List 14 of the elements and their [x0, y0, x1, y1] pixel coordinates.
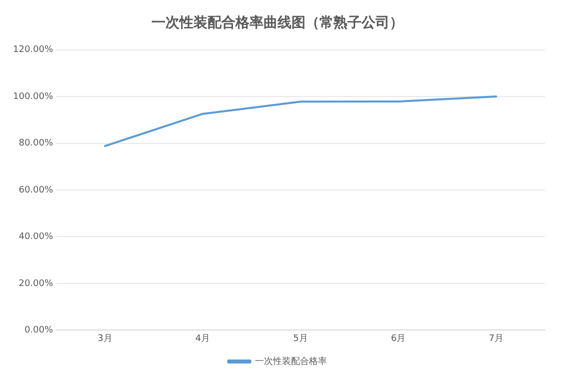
legend-label: 一次性装配合格率 — [254, 356, 327, 367]
x-tick-label: 6月 — [390, 334, 406, 344]
y-tick-label: 20.00% — [18, 278, 54, 289]
y-tick-label: 40.00% — [18, 232, 54, 242]
y-tick-label: 100.00% — [12, 92, 54, 102]
y-tick-label: 80.00% — [18, 138, 54, 149]
x-tick-label: 5月 — [293, 334, 308, 344]
x-tick-label: 7月 — [488, 334, 504, 344]
y-tick-label: 60.00% — [18, 185, 54, 196]
x-tick-label: 3月 — [98, 334, 112, 344]
y-tick-label: 120.00% — [12, 45, 54, 56]
chart-title: 一次性装配合格率曲线图（常熟子公司） — [152, 14, 404, 32]
y-tick-label: 0.00% — [24, 326, 54, 336]
x-tick-label: 4月 — [195, 334, 210, 344]
